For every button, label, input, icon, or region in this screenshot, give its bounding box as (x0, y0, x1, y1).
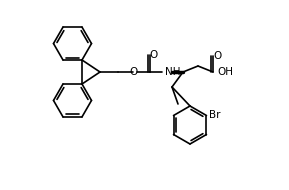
Text: NH: NH (165, 67, 181, 77)
Text: Br: Br (210, 111, 221, 120)
Text: O: O (213, 51, 221, 61)
Text: OH: OH (217, 67, 233, 77)
Text: O: O (150, 50, 158, 60)
Text: O: O (129, 67, 137, 77)
